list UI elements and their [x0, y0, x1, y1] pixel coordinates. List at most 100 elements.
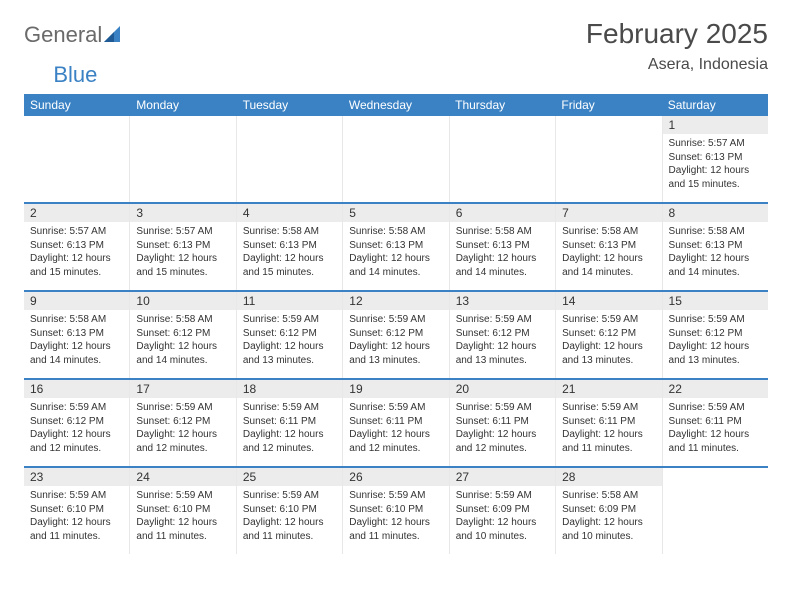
sunset-line: Sunset: 6:11 PM [456, 415, 549, 429]
day-body: Sunrise: 5:58 AMSunset: 6:13 PMDaylight:… [343, 222, 448, 279]
day-number-empty [24, 116, 129, 134]
sunset-line: Sunset: 6:09 PM [456, 503, 549, 517]
sunset-line: Sunset: 6:12 PM [136, 415, 229, 429]
day-cell: 28Sunrise: 5:58 AMSunset: 6:09 PMDayligh… [556, 468, 662, 554]
day-body: Sunrise: 5:59 AMSunset: 6:09 PMDaylight:… [450, 486, 555, 543]
daylight-line: Daylight: 12 hours and 10 minutes. [456, 516, 549, 543]
day-body: Sunrise: 5:59 AMSunset: 6:12 PMDaylight:… [237, 310, 342, 367]
logo-word1: General [24, 22, 102, 48]
day-cell: 10Sunrise: 5:58 AMSunset: 6:12 PMDayligh… [130, 292, 236, 378]
daylight-line: Daylight: 12 hours and 14 minutes. [456, 252, 549, 279]
sunrise-line: Sunrise: 5:59 AM [243, 401, 336, 415]
day-cell: 3 Sunrise: 5:57 AMSunset: 6:13 PMDaylight… [130, 204, 236, 290]
day-number-empty [450, 116, 555, 134]
sunset-line: Sunset: 6:12 PM [349, 327, 442, 341]
sunrise-line: Sunrise: 5:59 AM [456, 401, 549, 415]
day-number: 9 [24, 292, 129, 310]
day-body: Sunrise: 5:58 AMSunset: 6:13 PMDaylight:… [237, 222, 342, 279]
weekday-header: Wednesday [343, 94, 449, 116]
day-body: Sunrise: 5:59 AMSunset: 6:11 PMDaylight:… [556, 398, 661, 455]
sunset-line: Sunset: 6:13 PM [456, 239, 549, 253]
sunset-line: Sunset: 6:10 PM [136, 503, 229, 517]
daylight-line: Daylight: 12 hours and 12 minutes. [30, 428, 123, 455]
day-cell [130, 116, 236, 202]
sunrise-line: Sunrise: 5:59 AM [456, 313, 549, 327]
day-cell: 6Sunrise: 5:58 AMSunset: 6:13 PMDaylight… [450, 204, 556, 290]
logo-word2: Blue [53, 62, 97, 87]
day-body: Sunrise: 5:59 AMSunset: 6:12 PMDaylight:… [450, 310, 555, 367]
weekday-header-row: SundayMondayTuesdayWednesdayThursdayFrid… [24, 94, 768, 116]
day-cell: 25Sunrise: 5:59 AMSunset: 6:10 PMDayligh… [237, 468, 343, 554]
sunrise-line: Sunrise: 5:58 AM [562, 489, 655, 503]
day-number-empty [237, 116, 342, 134]
day-body: Sunrise: 5:58 AMSunset: 6:13 PMDaylight:… [556, 222, 661, 279]
sunset-line: Sunset: 6:11 PM [669, 415, 762, 429]
daylight-line: Daylight: 12 hours and 13 minutes. [349, 340, 442, 367]
weeks-container: 1Sunrise: 5:57 AMSunset: 6:13 PMDaylight… [24, 116, 768, 554]
sunset-line: Sunset: 6:13 PM [349, 239, 442, 253]
calendar: SundayMondayTuesdayWednesdayThursdayFrid… [24, 94, 768, 554]
daylight-line: Daylight: 12 hours and 14 minutes. [30, 340, 123, 367]
day-number-empty [343, 116, 448, 134]
day-number: 12 [343, 292, 448, 310]
sunset-line: Sunset: 6:11 PM [562, 415, 655, 429]
daylight-line: Daylight: 12 hours and 11 minutes. [243, 516, 336, 543]
daylight-line: Daylight: 12 hours and 12 minutes. [243, 428, 336, 455]
day-cell: 12Sunrise: 5:59 AMSunset: 6:12 PMDayligh… [343, 292, 449, 378]
day-body: Sunrise: 5:58 AMSunset: 6:13 PMDaylight:… [450, 222, 555, 279]
sunrise-line: Sunrise: 5:59 AM [562, 313, 655, 327]
day-number: 3 [130, 204, 235, 222]
day-cell: 7Sunrise: 5:58 AMSunset: 6:13 PMDaylight… [556, 204, 662, 290]
day-cell: 16Sunrise: 5:59 AMSunset: 6:12 PMDayligh… [24, 380, 130, 466]
daylight-line: Daylight: 12 hours and 13 minutes. [562, 340, 655, 367]
day-number-empty [556, 116, 661, 134]
day-number: 15 [663, 292, 768, 310]
day-body: Sunrise: 5:58 AMSunset: 6:13 PMDaylight:… [663, 222, 768, 279]
sunset-line: Sunset: 6:12 PM [243, 327, 336, 341]
day-body: Sunrise: 5:57 AMSunset: 6:13 PMDaylight:… [663, 134, 768, 191]
sunrise-line: Sunrise: 5:58 AM [136, 313, 229, 327]
sunset-line: Sunset: 6:11 PM [243, 415, 336, 429]
day-number: 22 [663, 380, 768, 398]
day-body: Sunrise: 5:57 AMSunset: 6:13 PMDaylight:… [24, 222, 129, 279]
logo-line2: GeBlue [24, 62, 768, 88]
daylight-line: Daylight: 12 hours and 11 minutes. [349, 516, 442, 543]
daylight-line: Daylight: 12 hours and 15 minutes. [136, 252, 229, 279]
day-cell: 17Sunrise: 5:59 AMSunset: 6:12 PMDayligh… [130, 380, 236, 466]
sunrise-line: Sunrise: 5:58 AM [669, 225, 762, 239]
day-number: 28 [556, 468, 661, 486]
daylight-line: Daylight: 12 hours and 10 minutes. [562, 516, 655, 543]
day-number: 11 [237, 292, 342, 310]
sunset-line: Sunset: 6:13 PM [136, 239, 229, 253]
week-row: 2Sunrise: 5:57 AMSunset: 6:13 PMDaylight… [24, 202, 768, 290]
day-body: Sunrise: 5:59 AMSunset: 6:12 PMDaylight:… [556, 310, 661, 367]
logo-sail-icon [104, 26, 124, 44]
sunset-line: Sunset: 6:10 PM [349, 503, 442, 517]
sunrise-line: Sunrise: 5:59 AM [669, 313, 762, 327]
day-number: 21 [556, 380, 661, 398]
day-number: 23 [24, 468, 129, 486]
daylight-line: Daylight: 12 hours and 11 minutes. [562, 428, 655, 455]
day-cell [663, 468, 768, 554]
sunrise-line: Sunrise: 5:57 AM [136, 225, 229, 239]
day-body: Sunrise: 5:59 AMSunset: 6:12 PMDaylight:… [343, 310, 448, 367]
day-body: Sunrise: 5:59 AMSunset: 6:12 PMDaylight:… [130, 398, 235, 455]
day-number: 14 [556, 292, 661, 310]
daylight-line: Daylight: 12 hours and 14 minutes. [349, 252, 442, 279]
day-body: Sunrise: 5:59 AMSunset: 6:11 PMDaylight:… [450, 398, 555, 455]
sunrise-line: Sunrise: 5:58 AM [562, 225, 655, 239]
day-number: 8 [663, 204, 768, 222]
day-number: 18 [237, 380, 342, 398]
sunrise-line: Sunrise: 5:58 AM [349, 225, 442, 239]
weekday-header: Friday [555, 94, 661, 116]
day-body: Sunrise: 5:58 AMSunset: 6:12 PMDaylight:… [130, 310, 235, 367]
weekday-header: Tuesday [237, 94, 343, 116]
daylight-line: Daylight: 12 hours and 13 minutes. [456, 340, 549, 367]
sunset-line: Sunset: 6:12 PM [562, 327, 655, 341]
daylight-line: Daylight: 12 hours and 14 minutes. [562, 252, 655, 279]
daylight-line: Daylight: 12 hours and 15 minutes. [30, 252, 123, 279]
day-body: Sunrise: 5:58 AMSunset: 6:13 PMDaylight:… [24, 310, 129, 367]
sunset-line: Sunset: 6:13 PM [669, 239, 762, 253]
week-row: 9Sunrise: 5:58 AMSunset: 6:13 PMDaylight… [24, 290, 768, 378]
sunrise-line: Sunrise: 5:59 AM [349, 489, 442, 503]
